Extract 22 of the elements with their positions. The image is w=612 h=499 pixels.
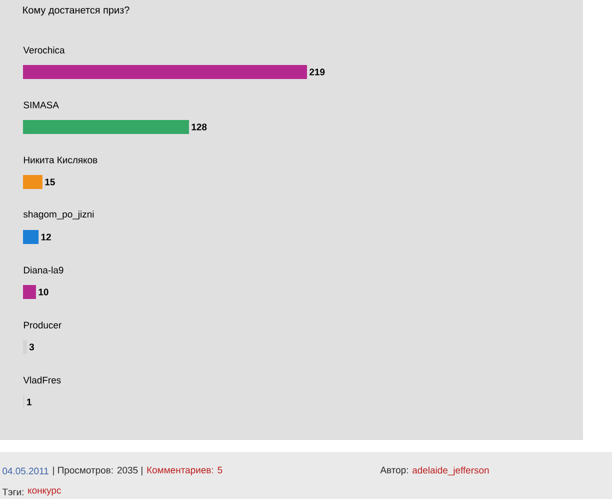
chart-title: Кому достанется приз?: [23, 6, 130, 16]
data-label: 219: [310, 68, 325, 76]
text: Тэги:: [2, 488, 24, 496]
text: конкурс: [28, 488, 61, 496]
text: Комментариев: 5: [147, 466, 222, 476]
y-tick-label: shagom_po_jizni: [23, 210, 94, 220]
y-tick-label: Diana-la9: [24, 266, 64, 274]
y-tick-label: Никита Кисляков: [24, 156, 98, 164]
y-tick-label: Verochica: [23, 46, 65, 54]
y-tick-label: SIMASA: [24, 102, 59, 108]
data-label: 15: [45, 178, 55, 186]
data-label: 128: [192, 124, 207, 130]
text: adelaide_jefferson: [412, 466, 489, 476]
data-label: 3: [29, 344, 34, 350]
y-tick-label: Producer: [24, 322, 62, 328]
data-label: 10: [38, 288, 48, 296]
data-label: 12: [41, 234, 51, 240]
text: Автор:: [380, 466, 408, 476]
text: | Просмотров: 2035 |: [53, 466, 142, 476]
y-tick-label: VladFres: [23, 376, 61, 384]
data-label: 1: [27, 398, 32, 406]
text: 04.05.2011: [2, 468, 48, 474]
